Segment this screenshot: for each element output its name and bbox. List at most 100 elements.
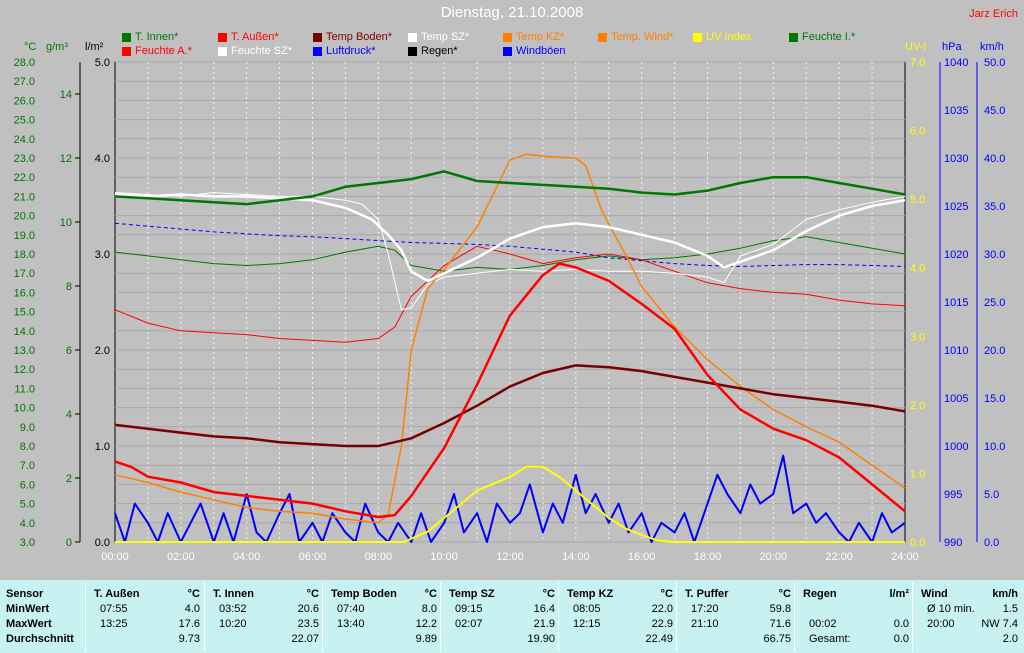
legend-item: Temp SZ*: [408, 31, 469, 43]
tick-label-wind: 20.0: [984, 345, 1005, 357]
tick-label-uv: 3.0: [910, 331, 925, 343]
column-separator: [204, 582, 205, 652]
tick-label-humidity: 0: [66, 537, 72, 549]
tick-label-uv: 7.0: [910, 57, 925, 69]
panel-time: 13:25: [100, 618, 128, 630]
series-line-temp-boden: [114, 364, 906, 448]
series-line-uv-index: [115, 465, 905, 543]
panel-value: 66.75: [763, 633, 791, 645]
tick-label-temp: 11.0: [14, 383, 35, 395]
legend-item: Feuchte A.*: [122, 45, 192, 57]
panel-unit: °C: [424, 588, 437, 600]
panel-title: Regen: [803, 588, 837, 600]
panel-time: Gesamt:: [809, 633, 851, 645]
tick-label-pressure: 1020: [944, 249, 968, 261]
column-separator: [558, 582, 559, 652]
legend-swatch: [122, 46, 131, 56]
tick-label-humidity: 2: [66, 473, 72, 485]
tick-label-temp: 20.0: [14, 211, 35, 223]
tick-label-rain: 3.0: [95, 249, 110, 261]
tick-label-pressure: 1025: [944, 201, 968, 213]
tick-label-temp: 24.0: [14, 134, 35, 146]
tick-label-humidity: 12: [60, 153, 72, 165]
tick-label-humidity: 6: [66, 345, 72, 357]
tick-label-temp: 22.0: [14, 172, 35, 184]
row-label: Durchschnitt: [6, 633, 74, 645]
legend-item: T. Außen*: [218, 31, 279, 43]
panel-value: 16.4: [533, 603, 555, 615]
tick-label-rain: 2.0: [95, 345, 110, 357]
axis-unit-wind: km/h: [980, 41, 1004, 53]
panel-value: 22.9: [651, 618, 673, 630]
panel-time: 02:07: [455, 618, 483, 630]
legend-label: Temp Boden*: [326, 31, 393, 43]
legend-label: Feuchte I.*: [802, 31, 856, 43]
tick-label-wind: 35.0: [984, 201, 1005, 213]
legend-item: UV Index: [693, 31, 751, 43]
panel-unit: °C: [660, 588, 673, 600]
tick-label-time: 22:00: [825, 551, 853, 563]
legend-swatch: [503, 32, 512, 42]
panel-time: 10:20: [219, 618, 247, 630]
legend-label: Regen*: [421, 45, 458, 57]
legend-item: Feuchte I.*: [789, 31, 855, 43]
tick-label-time: 16:00: [628, 551, 656, 563]
axis-unit-pressure: hPa: [942, 41, 962, 53]
panel-value: 17.6: [178, 618, 200, 630]
tick-label-pressure: 1005: [944, 393, 968, 405]
tick-label-temp: 12.0: [14, 364, 35, 376]
tick-label-temp: 4.0: [20, 518, 35, 530]
panel-unit: °C: [187, 588, 200, 600]
tick-label-temp: 21.0: [14, 191, 35, 203]
legend-swatch: [503, 46, 512, 56]
tick-label-temp: 8.0: [20, 441, 35, 453]
panel-value: 8.0: [421, 603, 437, 615]
tick-label-uv: 1.0: [910, 468, 925, 480]
tick-label-rain: 0.0: [95, 537, 110, 549]
panel-time: 20:00: [927, 618, 955, 630]
panel-title: Temp Boden: [331, 588, 397, 600]
series-line-windb-en: [114, 454, 906, 543]
tick-label-uv: 6.0: [910, 126, 925, 138]
panel-time: 13:40: [337, 618, 365, 630]
row-label: Sensor: [6, 588, 44, 600]
panel-value: 2.0: [1002, 633, 1018, 645]
stats-panel: Temp Boden °C 07:40 8.0 13:40 12.2 9.89: [325, 580, 441, 653]
stats-panel: Temp KZ °C 08:05 22.0 12:15 22.9 22.49: [561, 580, 677, 653]
tick-label-rain: 5.0: [95, 57, 110, 69]
tick-label-temp: 9.0: [20, 422, 35, 434]
legend-label: T. Außen*: [231, 31, 279, 43]
stats-panel: T. Puffer °C 17:20 59.8 21:10 71.6 66.75: [679, 580, 795, 653]
panel-value: 23.5: [297, 618, 319, 630]
tick-label-pressure: 995: [944, 489, 962, 501]
tick-label-time: 08:00: [365, 551, 393, 563]
tick-label-temp: 6.0: [20, 479, 35, 491]
axis-unit-rain: l/m²: [85, 41, 104, 53]
author-label: Jarz Erich: [969, 8, 1018, 20]
panel-time: 08:05: [573, 603, 601, 615]
legend-item: Temp Boden*: [313, 31, 392, 43]
legend-item: Luftdruck*: [313, 45, 376, 57]
panel-value: 59.8: [769, 603, 791, 615]
column-separator: [322, 582, 323, 652]
panel-title: Temp KZ: [567, 588, 614, 600]
tick-label-pressure: 1030: [944, 153, 968, 165]
panel-title: T. Puffer: [685, 588, 729, 600]
legend-swatch: [313, 46, 322, 56]
tick-label-temp: 25.0: [14, 115, 35, 127]
panel-value: 20.6: [297, 603, 319, 615]
tick-label-time: 12:00: [496, 551, 524, 563]
row-label: MinWert: [6, 603, 50, 615]
axis-unit-humidity: g/m³: [46, 41, 68, 53]
tick-label-temp: 17.0: [14, 268, 35, 280]
tick-label-time: 00:00: [101, 551, 129, 563]
panel-value: 22.07: [291, 633, 319, 645]
tick-label-time: 02:00: [167, 551, 195, 563]
stats-table: Sensor MinWert MaxWert Durchschnitt T. Außen…: [0, 580, 1024, 653]
legend-label: Feuchte SZ*: [231, 45, 293, 57]
tick-label-pressure: 1015: [944, 297, 968, 309]
legend-label: Temp KZ*: [516, 31, 565, 43]
panel-value: NW 7.4: [981, 618, 1018, 630]
legend-swatch: [218, 32, 227, 42]
legend-item: Windböen: [503, 45, 566, 57]
